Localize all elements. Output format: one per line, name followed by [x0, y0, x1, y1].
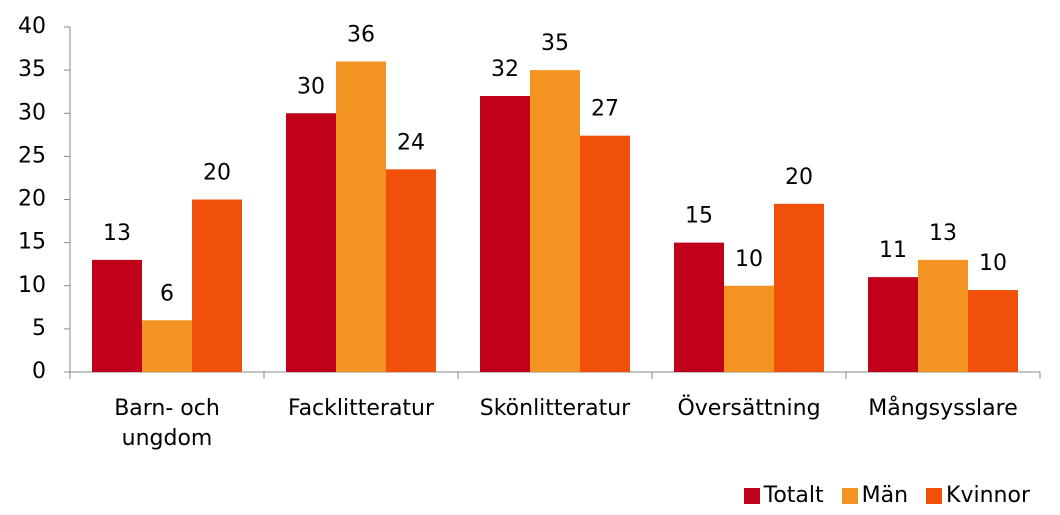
bar	[386, 169, 436, 372]
y-tick-label: 10	[18, 273, 46, 298]
y-tick-label: 20	[18, 187, 46, 212]
bar	[530, 70, 580, 372]
bar	[286, 113, 336, 372]
data-label: 36	[347, 23, 375, 48]
data-label: 11	[879, 238, 907, 263]
legend: Totalt Män Kvinnor	[743, 483, 1030, 508]
y-tick-label: 5	[32, 316, 46, 341]
data-label: 10	[979, 251, 1007, 276]
bar	[968, 290, 1018, 372]
data-label: 32	[491, 57, 519, 82]
data-label: 13	[103, 221, 131, 246]
bar	[480, 96, 530, 372]
y-tick-label: 40	[18, 14, 46, 39]
data-label: 35	[541, 31, 569, 56]
y-tick-label: 25	[18, 143, 46, 168]
data-label: 30	[297, 74, 325, 99]
x-tick-label: Facklitteratur	[287, 396, 435, 421]
data-label: 20	[785, 165, 813, 190]
y-tick-label: 0	[32, 359, 46, 384]
x-tick-label: Skönlitteratur	[479, 396, 631, 421]
legend-item: Män	[841, 483, 909, 508]
bar	[868, 277, 918, 372]
data-label: 27	[591, 97, 619, 122]
legend-label: Män	[861, 483, 909, 508]
x-tick-label: Översättning	[677, 396, 821, 421]
bar	[92, 259, 142, 372]
legend-swatch	[841, 487, 858, 504]
bar	[192, 199, 242, 372]
bar	[336, 61, 386, 372]
legend-item: Kvinnor	[926, 483, 1030, 508]
legend-item: Totalt	[743, 483, 824, 508]
x-tick-label: Mångsysslare	[868, 396, 1018, 421]
data-label: 20	[203, 161, 231, 186]
data-label: 13	[929, 221, 957, 246]
bar	[142, 320, 192, 372]
data-label: 24	[397, 130, 425, 155]
legend-swatch	[743, 487, 760, 504]
data-label: 6	[160, 281, 174, 306]
bar	[918, 259, 968, 372]
bar	[580, 135, 630, 372]
bar	[674, 242, 724, 372]
y-tick-label: 30	[18, 100, 46, 125]
data-label: 10	[735, 247, 763, 272]
bar	[724, 285, 774, 372]
bar	[774, 203, 824, 372]
legend-label: Totalt	[763, 483, 824, 508]
y-tick-label: 35	[18, 57, 46, 82]
y-tick-label: 15	[18, 230, 46, 255]
legend-label: Kvinnor	[946, 483, 1030, 508]
data-label: 15	[685, 204, 713, 229]
legend-swatch	[926, 487, 943, 504]
x-tick-label: Barn- och ungdom	[114, 396, 220, 451]
